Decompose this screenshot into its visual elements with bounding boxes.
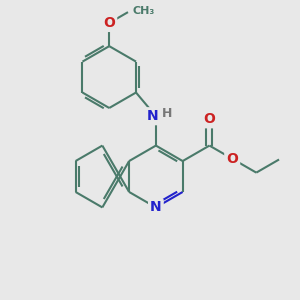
- Text: O: O: [226, 152, 238, 166]
- Text: CH₃: CH₃: [132, 6, 155, 16]
- Text: H: H: [162, 107, 172, 120]
- Text: O: O: [103, 16, 115, 30]
- Text: N: N: [147, 109, 159, 123]
- Text: N: N: [150, 200, 162, 214]
- Text: O: O: [203, 112, 215, 126]
